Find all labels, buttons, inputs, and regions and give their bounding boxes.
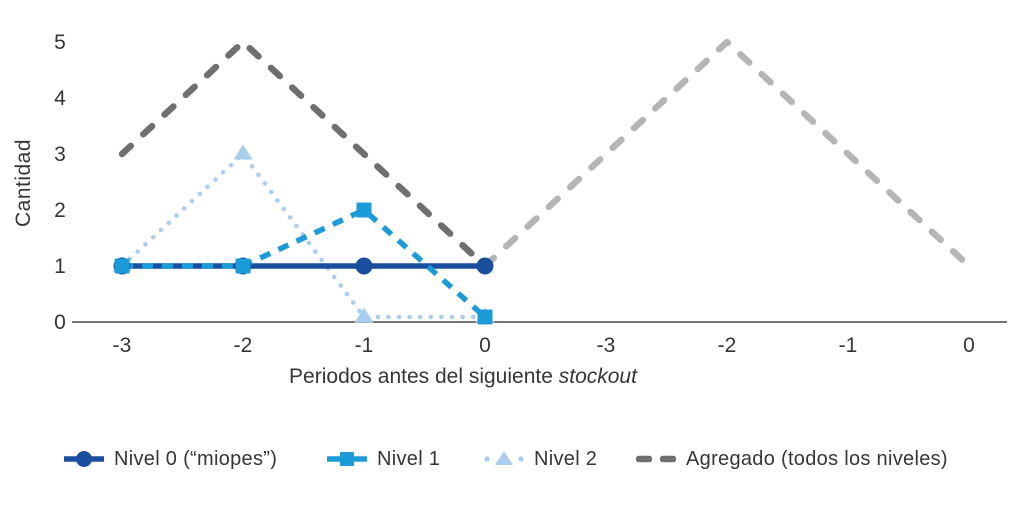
svg-text:-2: -2 — [234, 334, 253, 357]
svg-text:0: 0 — [479, 334, 491, 357]
legend-item-nivel-1: Nivel 1 — [326, 443, 440, 475]
nivel-0-circle-marker-icon — [64, 451, 104, 467]
legend-label-nivel-1: Nivel 1 — [377, 447, 441, 470]
legend-label-nivel-0: Nivel 0 (“miopes”) — [114, 447, 278, 470]
line-chart: 0 1 2 3 4 5 -3 -2 -1 0 -3 -2 -1 0 Cantidad Periodos ant… — [12, 31, 1007, 388]
svg-text:1: 1 — [54, 255, 66, 278]
chart-legend: Nivel 0 (“miopes”) Nivel 1 Nivel 2 Agreg… — [0, 443, 1024, 475]
svg-text:3: 3 — [54, 143, 66, 166]
nivel-2-triangle-marker-icon — [484, 451, 524, 465]
svg-text:0: 0 — [54, 311, 66, 334]
svg-text:-1: -1 — [839, 334, 858, 357]
legend-item-agregado: Agregado (todos los niveles) — [635, 443, 948, 475]
svg-text:5: 5 — [54, 31, 66, 54]
legend-label-agregado: Agregado (todos los niveles) — [686, 447, 948, 470]
svg-text:-3: -3 — [113, 334, 132, 357]
legend-item-nivel-2: Nivel 2 — [483, 443, 597, 475]
agregado-dash-marker-icon — [636, 455, 676, 463]
svg-text:-2: -2 — [718, 334, 737, 357]
legend-label-nivel-2: Nivel 2 — [534, 447, 598, 470]
svg-text:2: 2 — [54, 199, 66, 222]
nivel-1-square-marker-icon — [327, 452, 367, 466]
svg-text:0: 0 — [963, 334, 975, 357]
svg-text:Periodos antes del siguiente s: Periodos antes del siguiente stockout — [289, 365, 638, 388]
svg-text:4: 4 — [54, 87, 66, 110]
legend-item-nivel-0: Nivel 0 (“miopes”) — [63, 443, 277, 475]
svg-text:Cantidad: Cantidad — [12, 139, 35, 227]
svg-text:-3: -3 — [597, 334, 616, 357]
svg-text:-1: -1 — [355, 334, 374, 357]
